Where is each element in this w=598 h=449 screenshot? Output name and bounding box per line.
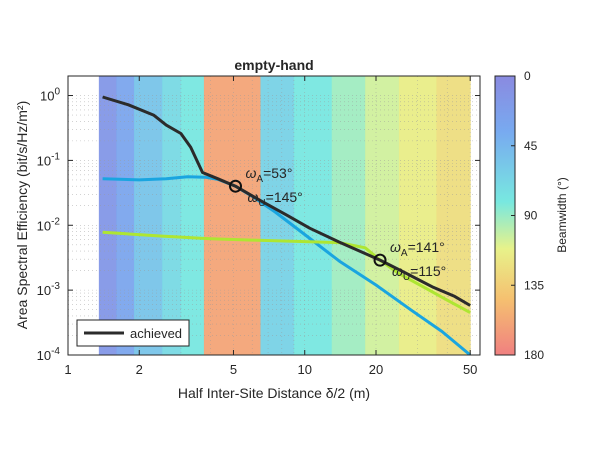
y-tick-label: 10-3 xyxy=(37,281,61,298)
legend-label-achieved: achieved xyxy=(130,326,182,341)
y-axis-ticks: 100 10-1 10-2 10-3 10-4 xyxy=(37,87,480,363)
series-line-2 xyxy=(102,230,471,314)
x-axis-ticks: 1 2 5 10 20 50 xyxy=(64,76,477,377)
colorbar-tick-label: 0 xyxy=(524,69,531,83)
annotation-label-a-0: ωA=53° xyxy=(246,165,293,185)
beamwidth-band-7 xyxy=(293,76,333,355)
annotation-marker-0 xyxy=(229,179,243,193)
beamwidth-band-8 xyxy=(331,76,366,355)
beamwidth-band-2 xyxy=(133,76,163,355)
beamwidth-band-11 xyxy=(436,76,471,355)
x-tick-label: 1 xyxy=(64,362,71,377)
x-tick-label: 5 xyxy=(230,362,237,377)
grid xyxy=(68,76,480,355)
beamwidth-background xyxy=(98,76,471,355)
chart-title: empty-hand xyxy=(234,57,313,73)
beamwidth-band-3 xyxy=(162,76,182,355)
annotation-label-u-1: ωU=115° xyxy=(392,263,446,283)
colorbar-tick-label: 135 xyxy=(524,278,544,292)
x-tick-label: 20 xyxy=(369,362,383,377)
annotation-label-a-1: ωA=141° xyxy=(390,239,445,259)
annotation-label-u-0: ωU=145° xyxy=(248,189,303,209)
legend-box xyxy=(76,319,190,347)
beamwidth-band-9 xyxy=(365,76,400,355)
colorbar-tick-label: 45 xyxy=(524,139,538,153)
y-tick-label: 10-1 xyxy=(37,151,61,168)
y-tick-label: 10-4 xyxy=(37,346,61,363)
beamwidth-band-4 xyxy=(180,76,205,355)
y-tick-label: 100 xyxy=(40,87,60,104)
colorbar-label: Beamwidth (°) xyxy=(555,177,569,253)
annotation-marker-1 xyxy=(373,253,387,267)
y-tick-label: 10-2 xyxy=(37,216,61,233)
series-lines xyxy=(102,95,472,355)
annotation-markers: ωA=53° ωU=145° ωA=141° ωU=115° xyxy=(229,165,446,283)
x-tick-label: 2 xyxy=(136,362,143,377)
beamwidth-band-0 xyxy=(98,76,117,355)
x-tick-label: 10 xyxy=(297,362,311,377)
plot-frame xyxy=(67,75,481,356)
y-axis-label: Area Spectral Efficiency (bit/s/Hz/m²) xyxy=(14,101,30,329)
colorbar-ticks: 0 45 90 135 180 xyxy=(511,69,544,362)
colorbar-tick-label: 90 xyxy=(524,209,538,223)
beamwidth-band-1 xyxy=(116,76,135,355)
x-axis-label: Half Inter-Site Distance δ/2 (m) xyxy=(178,385,370,401)
series-line-0 xyxy=(102,95,471,307)
colorbar-tick-label: 180 xyxy=(524,348,544,362)
x-tick-label: 50 xyxy=(463,362,477,377)
legend: achieved xyxy=(76,319,190,347)
beamwidth-band-5 xyxy=(203,76,261,355)
colorbar: 0 45 90 135 180 Beamwidth (°) xyxy=(494,69,569,362)
